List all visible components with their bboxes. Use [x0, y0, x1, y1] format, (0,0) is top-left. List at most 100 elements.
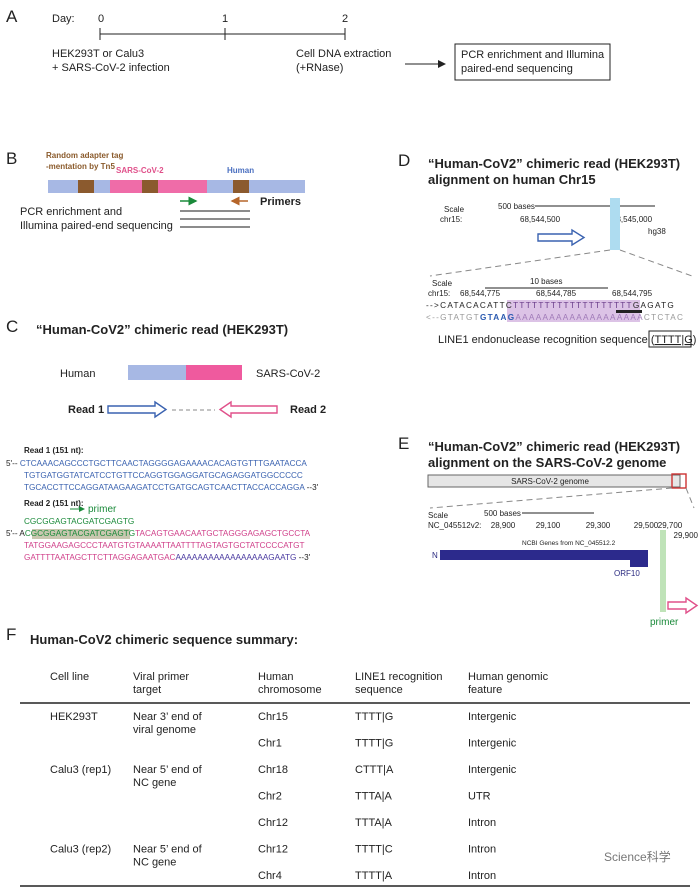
panel-f: F Human-CoV2 chimeric sequence summary: …: [6, 625, 690, 887]
position: 28,900: [491, 521, 516, 530]
gene-label: ORF10: [614, 569, 640, 578]
scale: Scale: [444, 205, 465, 214]
position: 68,544,785: [536, 289, 577, 298]
panel-title: “Human-CoV2” chimeric read (HEK293T): [428, 156, 680, 171]
header-cell: feature: [468, 684, 502, 696]
day: 0: [98, 13, 104, 25]
bases: 500 bases: [498, 202, 535, 211]
header-cell: Human: [258, 671, 293, 683]
panel-label: C: [6, 317, 18, 336]
panel-a: A Day: 0 1 2 HEK293T or Calu3 + SARS-CoV…: [6, 7, 611, 81]
read-title: Read 1 (151 nt):: [24, 446, 84, 455]
header-cell: target: [133, 684, 161, 696]
seq-start: 5'-- A: [6, 529, 25, 538]
seq: CGCGGAGTACGATCGAGTG: [25, 529, 135, 538]
target: Near 3’ end of: [133, 711, 203, 723]
read-title: Read 2 (151 nt):: [24, 499, 84, 508]
cell: Chr12: [258, 817, 288, 829]
cell-line: Calu3 (rep1): [50, 764, 111, 776]
seq-start: 5'--: [6, 459, 18, 468]
seq: CTCAAACAGCCCTGCTTCAACTAGGGGAGAAAACACAGTG…: [20, 459, 308, 468]
cell: Intergenic: [468, 711, 517, 723]
text: LINE1 endonuclease recognition sequence …: [438, 334, 655, 346]
seq: AAAAAAAAAAAAAAAAAAA: [515, 313, 643, 322]
position: 29,500: [634, 521, 659, 530]
cell: Chr18: [258, 764, 288, 776]
target: Near 5’ end of: [133, 764, 203, 776]
panel-title: “Human-CoV2” chimeric read (HEK293T): [36, 322, 288, 337]
seq: TTTTTTTTTTTTTTTTTTT: [513, 301, 633, 310]
gene-label: N: [432, 551, 438, 560]
panel-e: E “Human-CoV2” chimeric read (HEK293T) a…: [398, 434, 699, 628]
panel-label: F: [6, 625, 16, 644]
panel-b: B Random adapter tag -mentation by Tn5 S…: [6, 149, 305, 232]
panel-title: “Human-CoV2” chimeric read (HEK293T): [428, 439, 680, 454]
tag-label: -mentation by Tn5: [46, 162, 115, 171]
genome-bar: [427, 474, 681, 488]
step-text: + SARS-CoV-2 infection: [52, 62, 170, 74]
cell: Intron: [468, 870, 496, 882]
target: NC gene: [133, 777, 176, 789]
zoom-line: [429, 487, 673, 509]
cell-line: Calu3 (rep2): [50, 844, 111, 856]
panel-label: A: [6, 7, 18, 26]
seq: TATGGAAGAGCCCTAATGTGTAAAATTAATTTTAGTAGTG…: [24, 541, 304, 550]
highlight: [610, 198, 620, 250]
cell: Intron: [468, 817, 496, 829]
day: 1: [222, 13, 228, 25]
target: NC gene: [133, 857, 176, 869]
seq: GAGATG: [633, 301, 675, 310]
assembly: hg38: [648, 227, 666, 236]
primer-label: primer: [88, 504, 117, 515]
seq-box: [648, 330, 692, 348]
sars-label: SARS-CoV-2: [116, 166, 164, 175]
cell: Chr2: [258, 791, 282, 803]
text: ): [693, 334, 697, 346]
panel-label: B: [6, 149, 17, 168]
position: 29,100: [536, 521, 561, 530]
cell: CTTT|A: [355, 764, 394, 776]
target: Near 5’ end of: [133, 844, 203, 856]
seq-bottom: <--GTATGTGTAAGAAAAAAAAAAAAAAAAAAACTCTAC: [426, 313, 684, 322]
position: 68,545,000: [612, 215, 653, 224]
panel-title: alignment on the SARS-CoV-2 genome: [428, 455, 666, 470]
cell: Chr12: [258, 844, 288, 856]
header-cell: Cell line: [50, 671, 89, 683]
strand-arrow: <--: [426, 313, 440, 322]
cell: Chr1: [258, 738, 282, 750]
seq: TACAGTGAACAATGCTAGGGAGAGCTGCCTA: [135, 529, 311, 538]
scale: Scale: [428, 511, 449, 520]
seq: TGTGATGGTATCATCCTGTTCCAGGTGGAGGATGCAGAGG…: [24, 471, 303, 480]
box-text: PCR enrichment and Illumina: [461, 49, 605, 61]
seq-line: 5'-- ACGCGGAGTACGATCGAGTGTACAGTGAACAATGC…: [6, 529, 311, 538]
primers-label: Primers: [260, 196, 301, 208]
scale: Scale: [432, 279, 453, 288]
day-label: Day:: [52, 13, 75, 25]
table-title: Human-CoV2 chimeric sequence summary:: [30, 632, 298, 647]
tag: [142, 180, 158, 193]
pcr-text: Illumina paired-end sequencing: [20, 220, 173, 232]
seq: GTATGT: [440, 313, 480, 322]
header-cell: Human genomic: [468, 671, 549, 683]
target: viral genome: [133, 724, 196, 736]
gene-orf10: [630, 560, 648, 567]
read1-arrow: [107, 400, 168, 419]
human-segment: [128, 365, 186, 380]
cell: UTR: [468, 791, 491, 803]
primer-label: primer: [650, 617, 679, 628]
highlight: [507, 300, 640, 322]
cell-line: HEK293T: [50, 711, 98, 723]
box-text: paired-end sequencing: [461, 63, 573, 75]
cell: Intergenic: [468, 738, 517, 750]
strand-arrow: -->: [426, 301, 440, 310]
seq: CATACACATTC: [440, 301, 513, 310]
cell: TTTT|G: [355, 711, 393, 723]
position: 29,900: [674, 531, 699, 540]
chr: chr15:: [440, 215, 462, 224]
seq-end: --3': [307, 483, 319, 492]
sars-segment: [186, 365, 242, 380]
seq-top: -->CATACACATTCTTTTTTTTTTTTTTTTTTTGAGATG: [426, 301, 675, 310]
panel-c: C “Human-CoV2” chimeric read (HEK293T) H…: [6, 317, 326, 562]
panel-label: E: [398, 434, 409, 453]
position: 29,300: [586, 521, 611, 530]
